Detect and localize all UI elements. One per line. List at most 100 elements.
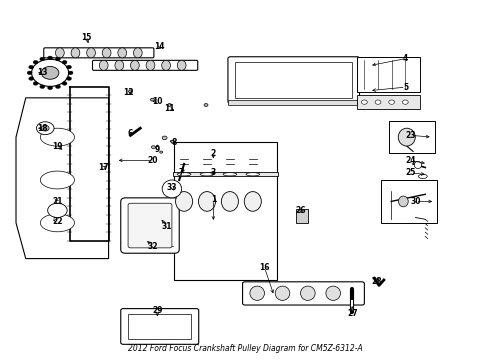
Circle shape	[48, 56, 52, 60]
Text: 22: 22	[52, 217, 63, 226]
Text: 19: 19	[52, 141, 63, 150]
Ellipse shape	[250, 286, 265, 300]
Ellipse shape	[133, 48, 142, 58]
Ellipse shape	[171, 140, 175, 143]
Text: 4: 4	[403, 54, 408, 63]
Ellipse shape	[200, 173, 214, 176]
Circle shape	[33, 82, 38, 85]
FancyBboxPatch shape	[296, 208, 308, 223]
Circle shape	[40, 85, 45, 89]
Text: 16: 16	[259, 263, 270, 272]
Text: 2: 2	[211, 149, 216, 158]
Text: 1: 1	[211, 195, 216, 204]
Ellipse shape	[162, 180, 182, 198]
Text: 5: 5	[403, 83, 408, 92]
Ellipse shape	[55, 48, 64, 58]
FancyBboxPatch shape	[381, 180, 438, 223]
Ellipse shape	[177, 60, 186, 70]
Ellipse shape	[221, 192, 239, 211]
Text: 28: 28	[371, 277, 382, 286]
Ellipse shape	[151, 146, 155, 149]
Circle shape	[67, 77, 72, 80]
Ellipse shape	[118, 48, 126, 58]
FancyBboxPatch shape	[93, 60, 198, 70]
Ellipse shape	[275, 286, 290, 300]
FancyBboxPatch shape	[357, 57, 420, 93]
Text: 27: 27	[347, 310, 358, 319]
Ellipse shape	[375, 100, 381, 104]
Ellipse shape	[162, 60, 171, 70]
Ellipse shape	[245, 192, 261, 211]
Circle shape	[29, 65, 34, 69]
Circle shape	[55, 57, 60, 61]
Ellipse shape	[71, 48, 80, 58]
Ellipse shape	[246, 173, 260, 176]
Text: 20: 20	[147, 156, 158, 165]
Text: 14: 14	[154, 41, 165, 50]
Ellipse shape	[102, 48, 111, 58]
FancyBboxPatch shape	[128, 203, 172, 248]
Ellipse shape	[300, 286, 315, 300]
Text: 21: 21	[52, 197, 63, 206]
Circle shape	[55, 85, 60, 89]
Ellipse shape	[40, 171, 74, 189]
Text: 10: 10	[152, 97, 163, 106]
Circle shape	[48, 203, 67, 217]
Text: 24: 24	[405, 156, 416, 165]
Ellipse shape	[40, 128, 74, 146]
Text: 15: 15	[81, 33, 92, 42]
Circle shape	[48, 86, 52, 90]
Ellipse shape	[160, 151, 163, 153]
Circle shape	[33, 60, 38, 64]
Ellipse shape	[146, 60, 155, 70]
FancyBboxPatch shape	[235, 62, 352, 98]
Text: 2012 Ford Focus Crankshaft Pulley Diagram for CM5Z-6312-A: 2012 Ford Focus Crankshaft Pulley Diagra…	[127, 344, 363, 353]
FancyBboxPatch shape	[389, 121, 435, 153]
Ellipse shape	[402, 100, 408, 104]
Ellipse shape	[115, 60, 123, 70]
Ellipse shape	[99, 60, 108, 70]
Ellipse shape	[326, 286, 341, 300]
Ellipse shape	[40, 214, 74, 232]
FancyBboxPatch shape	[228, 100, 357, 105]
Text: 6: 6	[128, 129, 133, 138]
FancyBboxPatch shape	[44, 48, 154, 58]
Circle shape	[27, 71, 32, 75]
Text: 13: 13	[38, 68, 48, 77]
Text: 33: 33	[167, 183, 177, 192]
Circle shape	[36, 122, 54, 135]
Ellipse shape	[87, 48, 96, 58]
FancyBboxPatch shape	[121, 309, 199, 344]
Ellipse shape	[418, 174, 427, 179]
Circle shape	[41, 125, 49, 131]
Circle shape	[62, 60, 67, 64]
FancyBboxPatch shape	[357, 95, 420, 109]
FancyBboxPatch shape	[174, 143, 277, 173]
FancyBboxPatch shape	[128, 314, 192, 339]
Text: 31: 31	[162, 222, 172, 231]
Ellipse shape	[150, 98, 154, 101]
Circle shape	[41, 66, 59, 79]
Circle shape	[29, 77, 34, 80]
Text: 32: 32	[147, 242, 158, 251]
FancyBboxPatch shape	[121, 198, 179, 253]
Ellipse shape	[162, 136, 167, 140]
Circle shape	[67, 65, 72, 69]
Ellipse shape	[398, 128, 416, 146]
Text: 25: 25	[405, 168, 416, 177]
Ellipse shape	[389, 100, 394, 104]
Ellipse shape	[130, 60, 139, 70]
FancyBboxPatch shape	[243, 282, 365, 305]
Text: 29: 29	[152, 306, 163, 315]
Text: 30: 30	[410, 197, 421, 206]
FancyBboxPatch shape	[174, 173, 277, 280]
Text: 17: 17	[98, 163, 109, 172]
Ellipse shape	[415, 161, 421, 168]
Ellipse shape	[362, 100, 368, 104]
Text: 26: 26	[296, 206, 306, 215]
Text: 11: 11	[164, 104, 175, 113]
Circle shape	[40, 57, 45, 61]
Ellipse shape	[175, 192, 193, 211]
Circle shape	[31, 59, 69, 86]
FancyBboxPatch shape	[228, 57, 360, 103]
